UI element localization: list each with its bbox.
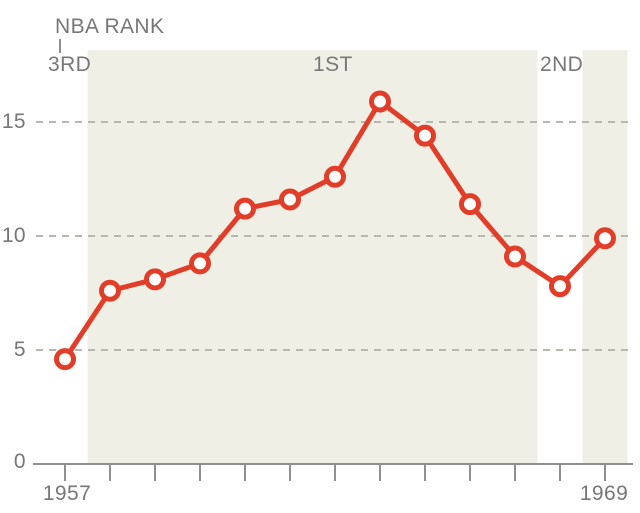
rank-region-label-2nd: 2ND (540, 53, 584, 76)
annotation-pointer-line (59, 39, 61, 53)
chart-title: NBA RANK (55, 15, 165, 38)
data-point-1960 (189, 252, 211, 275)
data-point-1958 (99, 279, 121, 302)
x-axis-tick-label-1969: 1969 (579, 482, 629, 505)
data-point-1968 (549, 275, 571, 298)
data-point-1966 (459, 193, 481, 216)
data-point-1967 (504, 245, 526, 268)
rank-period-band (87, 50, 538, 464)
data-point-1961 (234, 197, 256, 220)
data-point-1962 (279, 188, 301, 211)
y-axis-tick-label-0: 0 (13, 450, 26, 473)
rank-region-label-1st: 1ST (313, 53, 353, 76)
y-axis-tick-label-10: 10 (1, 224, 26, 247)
rank-region-label-3rd: 3RD (48, 53, 92, 76)
data-point-1965 (414, 124, 436, 147)
data-point-1963 (324, 165, 346, 188)
data-point-1959 (144, 268, 166, 291)
x-axis-tick-label-1957: 1957 (42, 482, 92, 505)
y-axis-tick-label-5: 5 (13, 338, 26, 361)
data-point-1969 (594, 227, 616, 250)
data-point-1964 (369, 90, 391, 113)
y-axis-tick-label-15: 15 (1, 110, 26, 133)
data-point-1957 (54, 348, 76, 371)
